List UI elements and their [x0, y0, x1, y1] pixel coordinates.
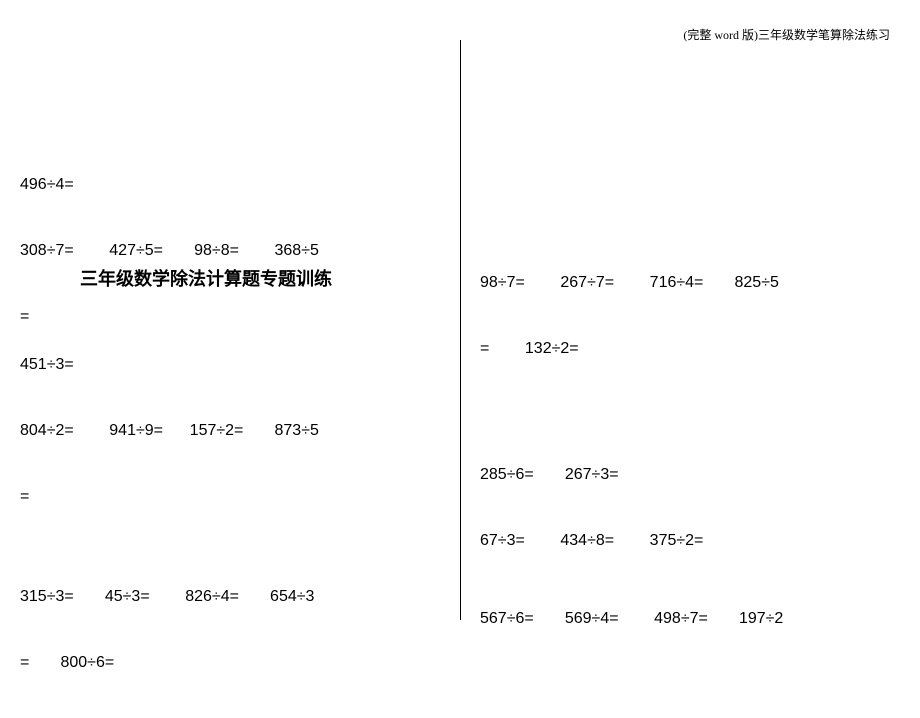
eq-line: = [20, 486, 460, 508]
eq-line: 67÷3= 434÷8= 375÷2= [480, 530, 920, 552]
header-note: (完整 word 版)三年级数学笔算除法练习 [683, 26, 890, 43]
left-block-3: 315÷3= 45÷3= 826÷4= 654÷3 = 800÷6= [20, 542, 460, 718]
column-divider [460, 40, 461, 620]
eq-line: 98÷7= 267÷7= 716÷4= 825÷5 [480, 272, 920, 294]
eq-line: 804÷2= 941÷9= 157÷2= 873÷5 [20, 420, 460, 442]
eq-line: 496÷4= [20, 174, 460, 196]
eq-line: = 800÷6= [20, 652, 460, 674]
eq-line: 315÷3= 45÷3= 826÷4= 654÷3 [20, 586, 460, 608]
left-block-2: 451÷3= 804÷2= 941÷9= 157÷2= 873÷5 = [20, 310, 460, 552]
eq-line: 567÷6= 569÷4= 498÷7= 197÷2 [480, 608, 920, 630]
right-block-1: 98÷7= 267÷7= 716÷4= 825÷5 = 132÷2= [480, 228, 920, 404]
eq-line: 308÷7= 427÷5= 98÷8= 368÷5 [20, 240, 460, 262]
eq-line: = 132÷2= [480, 338, 920, 360]
right-block-3: 567÷6= 569÷4= 498÷7= 197÷2 [480, 564, 920, 674]
section-title: 三年级数学除法计算题专题训练 [20, 268, 460, 290]
eq-line: 285÷6= 267÷3= [480, 464, 920, 486]
eq-line: 451÷3= [20, 354, 460, 376]
